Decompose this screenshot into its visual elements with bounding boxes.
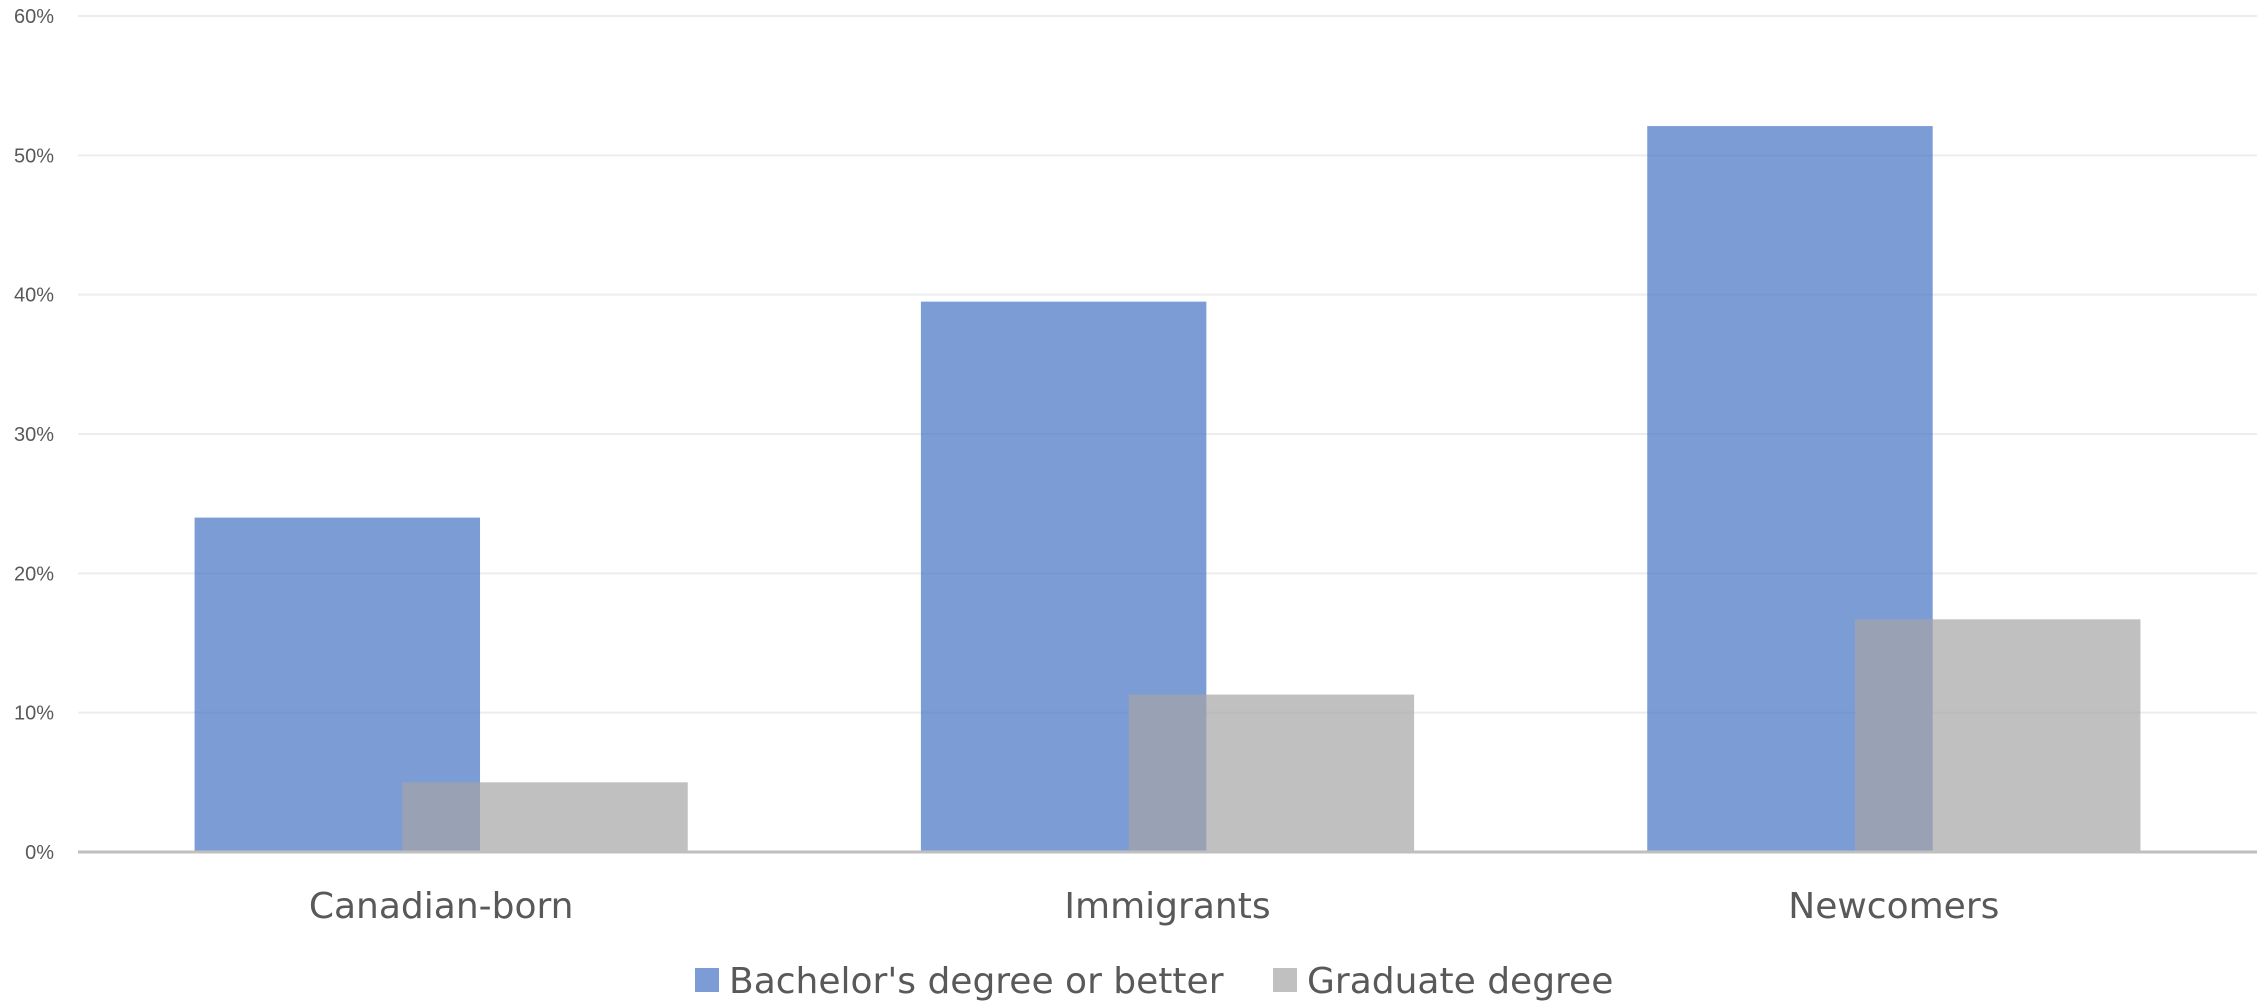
legend-swatch: [1273, 968, 1297, 992]
legend: Bachelor's degree or better Graduate degr…: [695, 961, 1613, 1002]
y-axis-ticks: 0% 10% 20% 30% 40% 50% 60%: [14, 6, 54, 864]
x-tick-label: Newcomers: [1788, 886, 1999, 927]
y-tick-label: 0%: [25, 842, 54, 864]
bar-graduate: [402, 782, 688, 852]
bar-graduate: [1128, 694, 1415, 852]
bars: [194, 126, 2141, 853]
legend-label: Bachelor's degree or better: [729, 961, 1224, 1002]
y-tick-label: 40%: [14, 285, 54, 307]
y-tick-label: 50%: [14, 145, 54, 167]
x-tick-label: Immigrants: [1064, 886, 1270, 927]
y-tick-label: 60%: [14, 6, 54, 28]
y-tick-label: 10%: [14, 703, 54, 725]
legend-label: Graduate degree: [1307, 961, 1613, 1002]
y-tick-label: 20%: [14, 563, 54, 585]
x-axis-ticks: Canadian-born Immigrants Newcomers: [309, 886, 2000, 927]
legend-swatch: [695, 968, 719, 992]
x-tick-label: Canadian-born: [309, 886, 574, 927]
y-tick-label: 30%: [14, 424, 54, 446]
bar-graduate: [1854, 619, 2141, 852]
